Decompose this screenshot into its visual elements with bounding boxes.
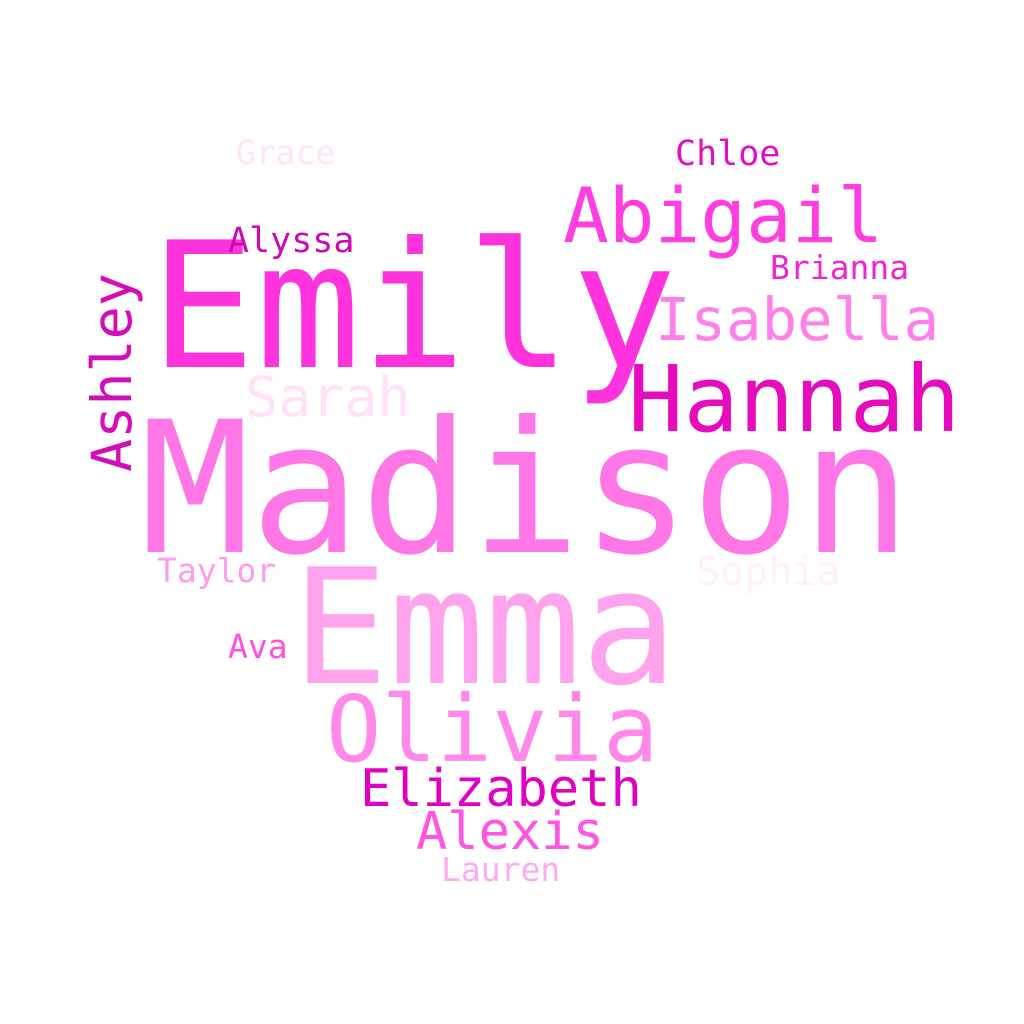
word-sophia: Sophia <box>696 549 841 595</box>
word-hannah: Hannah <box>628 346 961 453</box>
word-isabella: Isabella <box>655 285 940 354</box>
word-emily: Emily <box>150 206 677 409</box>
word-ashley: Ashley <box>79 273 144 472</box>
word-abigail: Abigail <box>563 171 884 260</box>
word-alexis: Alexis <box>416 802 604 862</box>
word-emma: Emma <box>292 534 678 721</box>
word-elizabeth: Elizabeth <box>360 759 642 819</box>
word-alyssa: Alyssa <box>228 221 355 261</box>
word-taylor: Taylor <box>157 551 277 590</box>
word-lauren: Lauren <box>441 850 561 889</box>
word-grace: Grace <box>236 133 336 172</box>
word-brianna: Brianna <box>770 248 910 287</box>
word-sarah: Sarah <box>245 365 411 429</box>
word-madison: Madison <box>140 383 912 596</box>
word-olivia: Olivia <box>326 676 659 783</box>
word-ava: Ava <box>228 627 288 666</box>
word-chloe: Chloe <box>675 134 781 174</box>
